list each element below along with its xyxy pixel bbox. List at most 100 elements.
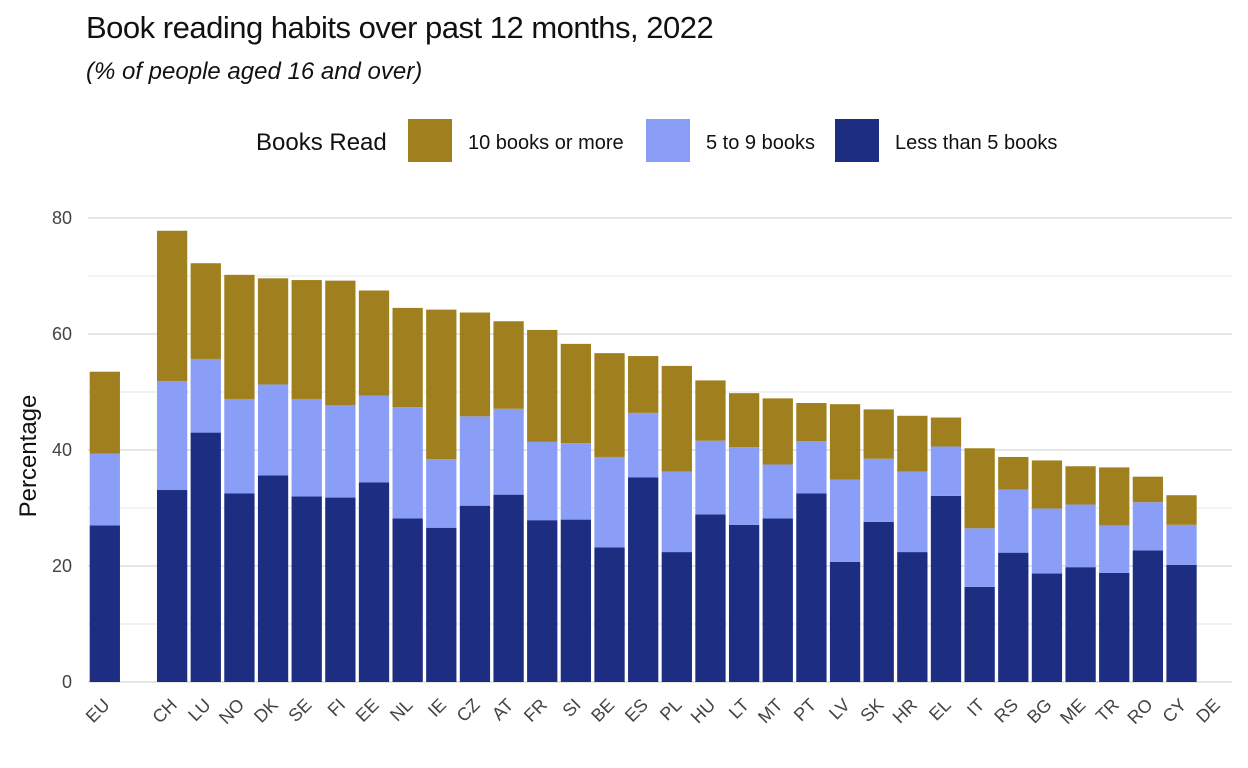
bar-segment-nl-five-to-nine [392, 407, 423, 519]
bar-segment-cy-ten-plus [1166, 495, 1197, 525]
x-tick-label-ie: IE [424, 695, 450, 721]
y-tick-label: 0 [62, 672, 72, 692]
x-tick-label-sk: SK [856, 695, 887, 726]
bar-segment-tr-ten-plus [1099, 467, 1130, 526]
bar-segment-es-five-to-nine [628, 412, 659, 478]
bar-segment-no-five-to-nine [224, 398, 255, 494]
bar-segment-pl-less-than-five [661, 552, 692, 682]
x-tick-label-es: ES [621, 695, 652, 726]
x-tick-label-hr: HR [889, 695, 922, 728]
y-tick-label: 40 [52, 440, 72, 460]
x-tick-label-bg: BG [1023, 695, 1056, 728]
bar-segment-eu-less-than-five [89, 525, 120, 682]
bar-segment-pt-less-than-five [796, 493, 827, 682]
bar-segment-dk-less-than-five [257, 475, 289, 682]
bar-segment-sk-less-than-five [863, 521, 894, 682]
bar-segment-hu-ten-plus [695, 380, 726, 441]
bar-segment-lu-ten-plus [190, 263, 221, 359]
bar-segment-bg-five-to-nine [1031, 508, 1063, 574]
x-tick-label-it: IT [963, 695, 988, 720]
x-tick-label-no: NO [215, 695, 248, 728]
bar-segment-pt-ten-plus [796, 403, 827, 442]
bar-segment-ee-five-to-nine [358, 395, 390, 483]
bar-segment-pt-five-to-nine [796, 441, 827, 494]
x-tick-label-lu: LU [184, 695, 214, 725]
bar-segment-ch-ten-plus [156, 230, 188, 381]
bar-segment-mt-less-than-five [762, 518, 793, 682]
x-tick-label-rs: RS [990, 695, 1022, 727]
legend: Books Read 10 books or more 5 to 9 books L… [256, 119, 1057, 162]
x-tick-label-me: ME [1056, 695, 1089, 728]
x-tick-label-se: SE [284, 695, 315, 726]
bar-segment-nl-ten-plus [392, 307, 423, 408]
bar-segment-ch-less-than-five [156, 490, 188, 682]
bar-segment-ie-less-than-five [426, 527, 457, 682]
y-tick-label: 60 [52, 324, 72, 344]
legend-swatch-less-than-five [835, 119, 879, 162]
y-tick-label: 20 [52, 556, 72, 576]
bar-segment-si-five-to-nine [560, 443, 592, 520]
bar-segment-cy-less-than-five [1166, 564, 1197, 682]
bar-segment-tr-less-than-five [1099, 572, 1130, 682]
x-tick-label-lt: LT [725, 695, 753, 723]
bar-segment-dk-five-to-nine [257, 384, 289, 476]
bar-segment-fi-ten-plus [325, 280, 356, 406]
x-axis: EU CH LU NO DK SE FI EE NL IE CZ AT FR SI BE ES PL HU LT MT… [82, 695, 1224, 728]
x-tick-label-hu: HU [687, 695, 720, 728]
bar-segment-bg-less-than-five [1031, 573, 1063, 682]
bar-segment-me-ten-plus [1065, 466, 1096, 505]
bar-segment-ee-less-than-five [358, 482, 390, 682]
bar-segment-bg-ten-plus [1031, 460, 1063, 509]
x-tick-label-at: AT [488, 695, 517, 724]
bar-segment-lv-ten-plus [829, 404, 861, 480]
x-tick-label-ee: EE [352, 695, 383, 726]
legend-label-five-to-nine: 5 to 9 books [706, 132, 815, 154]
bar-segment-fr-five-to-nine [527, 441, 558, 521]
chart-subtitle: (% of people aged 16 and over) [86, 58, 423, 85]
bar-segment-dk-ten-plus [257, 278, 289, 385]
bar-segment-pl-five-to-nine [661, 471, 692, 553]
x-tick-label-nl: NL [386, 695, 416, 725]
bar-segment-ch-five-to-nine [156, 380, 188, 491]
legend-title: Books Read [256, 129, 387, 156]
bar-segment-nl-less-than-five [392, 518, 423, 682]
bar-segment-at-five-to-nine [493, 408, 524, 495]
bar-segment-fi-less-than-five [325, 497, 356, 682]
bar-segment-lt-less-than-five [728, 524, 760, 682]
bar-segment-tr-five-to-nine [1099, 525, 1130, 573]
bar-segment-ie-five-to-nine [426, 459, 457, 528]
x-tick-label-eu: EU [82, 695, 114, 727]
y-axis: 0 20 40 60 80 [52, 208, 72, 692]
x-tick-label-cz: CZ [453, 695, 484, 726]
x-tick-label-be: BE [587, 695, 618, 726]
x-tick-label-dk: DK [250, 695, 282, 727]
bar-segment-lv-five-to-nine [829, 479, 861, 562]
bar-segment-ro-ten-plus [1132, 476, 1164, 503]
bar-segment-fr-ten-plus [527, 329, 558, 442]
bar-segment-eu-five-to-nine [89, 453, 120, 526]
x-tick-label-lv: LV [825, 695, 854, 724]
y-axis-title: Percentage [15, 395, 42, 518]
chart-title: Book reading habits over past 12 months,… [86, 10, 714, 45]
bar-segment-it-ten-plus [964, 448, 995, 529]
bar-segment-cz-ten-plus [459, 312, 491, 417]
x-tick-label-si: SI [559, 695, 585, 721]
bar-segment-ie-ten-plus [426, 309, 457, 460]
bar-segment-hu-five-to-nine [695, 440, 726, 515]
bar-segment-el-five-to-nine [930, 446, 962, 496]
bar-segment-si-less-than-five [560, 519, 592, 682]
bar-segment-cz-five-to-nine [459, 416, 491, 506]
x-tick-label-cy: CY [1159, 695, 1191, 727]
bar-segment-fi-five-to-nine [325, 405, 356, 498]
bar-segment-pl-ten-plus [661, 365, 692, 472]
bar-segment-be-five-to-nine [594, 456, 625, 548]
bar-segment-el-less-than-five [930, 495, 962, 682]
bar-segment-hr-ten-plus [897, 415, 928, 472]
bar-segment-rs-ten-plus [998, 456, 1029, 490]
bar-segment-lv-less-than-five [829, 561, 861, 682]
bar-segment-sk-five-to-nine [863, 458, 894, 522]
bar-segment-hu-less-than-five [695, 514, 726, 682]
bar-segment-si-ten-plus [560, 343, 592, 444]
bar-segment-mt-ten-plus [762, 398, 793, 465]
bar-segment-me-less-than-five [1065, 567, 1096, 682]
